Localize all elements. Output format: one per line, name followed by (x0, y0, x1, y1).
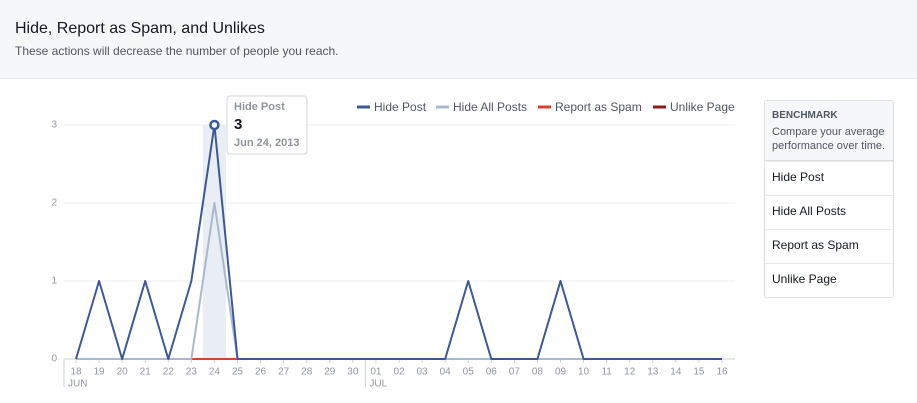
hover-band (202, 125, 226, 359)
month-label: JUN (68, 379, 87, 390)
benchmark-title: BENCHMARK (772, 110, 838, 121)
y-tick-label: 0 (51, 354, 57, 365)
x-tick-label: 28 (301, 367, 313, 378)
legend-label: Report as Spam (555, 100, 642, 114)
series-line (75, 124, 722, 360)
x-tick-label: 14 (670, 367, 682, 378)
x-tick-label: 30 (347, 367, 359, 378)
x-tick-label: 15 (693, 367, 705, 378)
tooltip-date: Jun 24, 2013 (234, 137, 299, 149)
x-tick-label: 12 (624, 367, 636, 378)
x-tick-label: 07 (509, 367, 521, 378)
y-tick-label: 1 (51, 276, 57, 287)
hover-point (209, 119, 220, 131)
x-tick-label: 27 (278, 367, 290, 378)
tooltip-value: 3 (234, 116, 242, 133)
legend-label: Unlike Page (670, 100, 735, 114)
legend-label: Hide All Posts (453, 100, 527, 114)
header: Hide, Report as Spam, and Unlikes These … (0, 0, 917, 79)
x-tick-label: 19 (94, 367, 106, 378)
benchmark-item[interactable]: Hide All Posts (765, 195, 893, 229)
tooltip-box (226, 95, 308, 155)
y-tick-label: 3 (51, 120, 57, 131)
x-tick-label: 21 (140, 367, 152, 378)
x-tick-label: 25 (232, 367, 244, 378)
tooltip-series: Hide Post (234, 101, 285, 113)
x-tick-label: 02 (393, 367, 405, 378)
benchmark-item[interactable]: Unlike Page (765, 263, 893, 297)
month-label: JUL (369, 379, 387, 390)
legend-label: Hide Post (374, 100, 427, 114)
x-tick-label: 29 (324, 367, 336, 378)
x-tick-label: 26 (255, 367, 267, 378)
x-tick-label: 18 (70, 367, 82, 378)
header-subtitle: These actions will decrease the number o… (15, 44, 339, 58)
benchmark-item[interactable]: Report as Spam (765, 229, 893, 263)
x-tick-label: 13 (647, 367, 659, 378)
x-tick-label: 08 (532, 367, 544, 378)
x-tick-label: 05 (463, 367, 475, 378)
benchmark-panel: BENCHMARK Compare your average performan… (764, 100, 894, 298)
x-tick-label: 10 (578, 367, 590, 378)
x-tick-label: 24 (209, 367, 221, 378)
x-tick-label: 03 (417, 367, 429, 378)
x-tick-label: 06 (486, 367, 498, 378)
y-tick-label: 2 (51, 198, 57, 209)
x-tick-label: 11 (601, 367, 612, 378)
benchmark-description: Compare your average performance over ti… (772, 126, 886, 152)
x-tick-label: 22 (163, 367, 175, 378)
benchmark-header: BENCHMARK Compare your average performan… (765, 101, 893, 161)
benchmark-item[interactable]: Hide Post (765, 161, 893, 195)
x-tick-label: 04 (440, 367, 452, 378)
tooltip: Hide Post 3 Jun 24, 2013 (226, 95, 308, 155)
x-tick-label: 01 (370, 367, 382, 378)
x-tick-label: 20 (117, 367, 129, 378)
x-tick-label: 23 (186, 367, 198, 378)
x-tick-label: 09 (555, 367, 567, 378)
header-title: Hide, Report as Spam, and Unlikes (15, 20, 265, 37)
x-tick-label: 16 (716, 367, 728, 378)
